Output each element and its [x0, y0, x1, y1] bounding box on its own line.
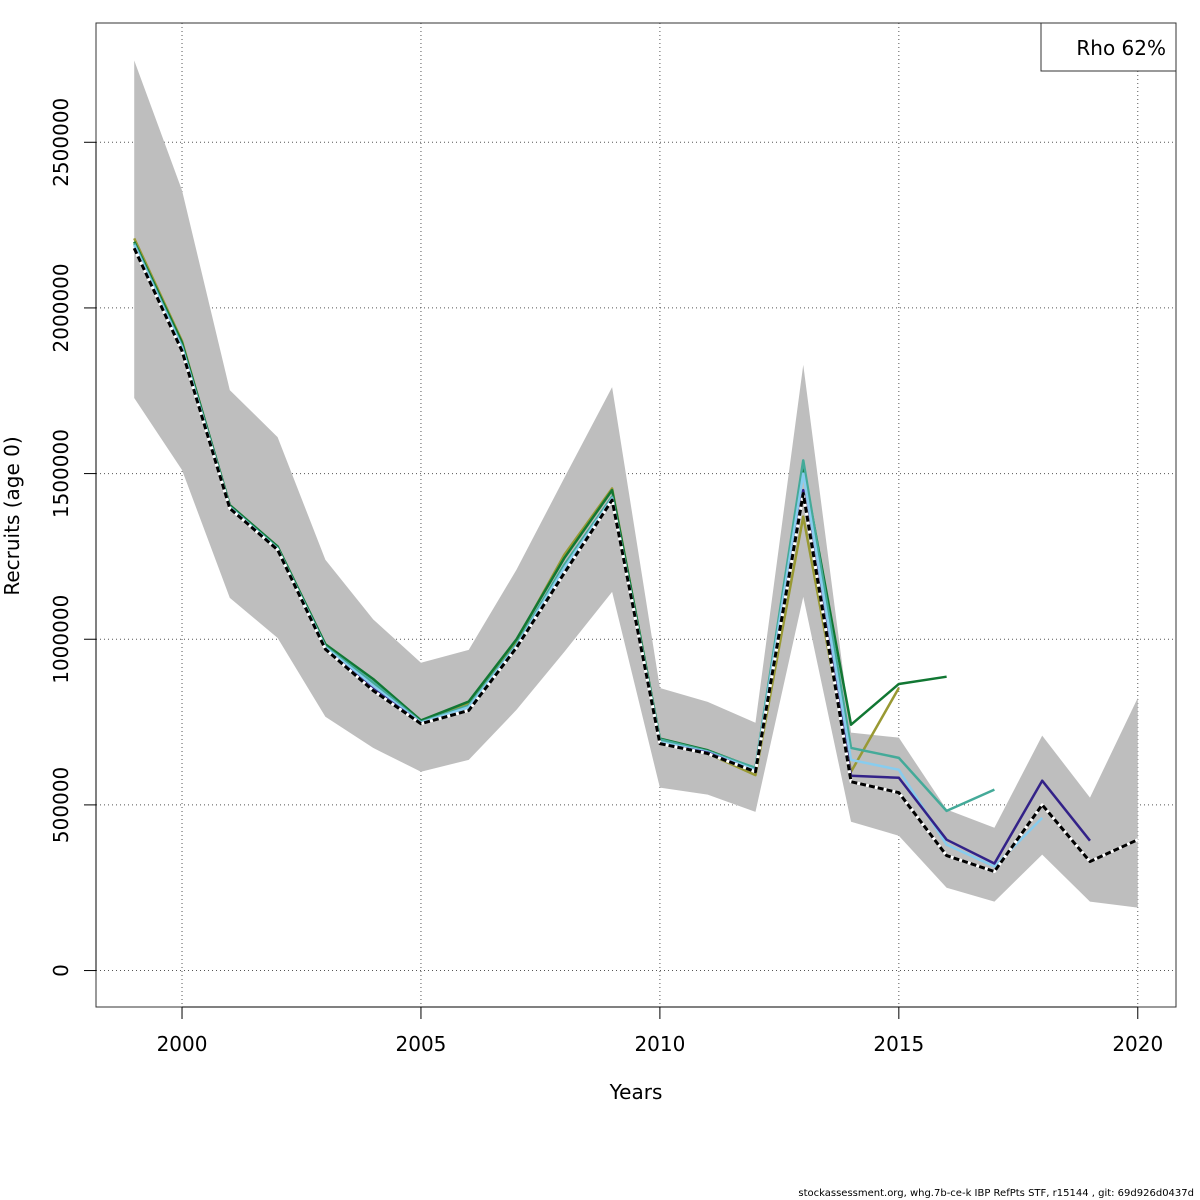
- x-axis: 2000 2005 2010 2015 2020: [157, 1006, 1163, 1056]
- x-tick-label: 2020: [1112, 1032, 1163, 1056]
- legend-entry: Rho 62%: [1076, 36, 1166, 60]
- y-tick-label: 500000: [49, 767, 73, 843]
- confidence-band-area: [134, 60, 1138, 908]
- y-tick-label: 0: [49, 964, 73, 977]
- y-tick-label: 1500000: [49, 429, 73, 518]
- y-axis-title: Recruits (age 0): [0, 436, 24, 595]
- y-tick-label: 1000000: [49, 595, 73, 684]
- x-axis-title: Years: [609, 1080, 663, 1104]
- y-axis: 0 500000 1000000 1500000 2000000 2500000: [49, 98, 97, 977]
- y-tick-label: 2500000: [49, 98, 73, 187]
- grid: [96, 23, 1176, 1007]
- series-line-final: [132, 247, 1139, 873]
- footer-credit: stockassessment.org, whg.7b-ce-k IBP Ref…: [798, 1188, 1194, 1199]
- series-lines: [132, 237, 1139, 873]
- confidence-band: [134, 60, 1138, 908]
- x-tick-label: 2000: [157, 1032, 208, 1056]
- x-tick-label: 2010: [634, 1032, 685, 1056]
- legend: Rho 62%: [1040, 22, 1177, 72]
- x-tick-label: 2015: [873, 1032, 924, 1056]
- y-tick-label: 2000000: [49, 263, 73, 352]
- x-tick-label: 2005: [396, 1032, 447, 1056]
- legend-box: [1040, 22, 1177, 72]
